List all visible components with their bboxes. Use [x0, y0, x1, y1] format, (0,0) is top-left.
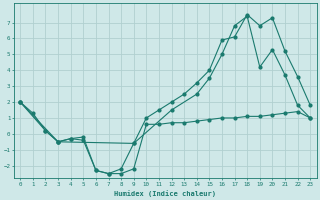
X-axis label: Humidex (Indice chaleur): Humidex (Indice chaleur) — [114, 190, 216, 197]
